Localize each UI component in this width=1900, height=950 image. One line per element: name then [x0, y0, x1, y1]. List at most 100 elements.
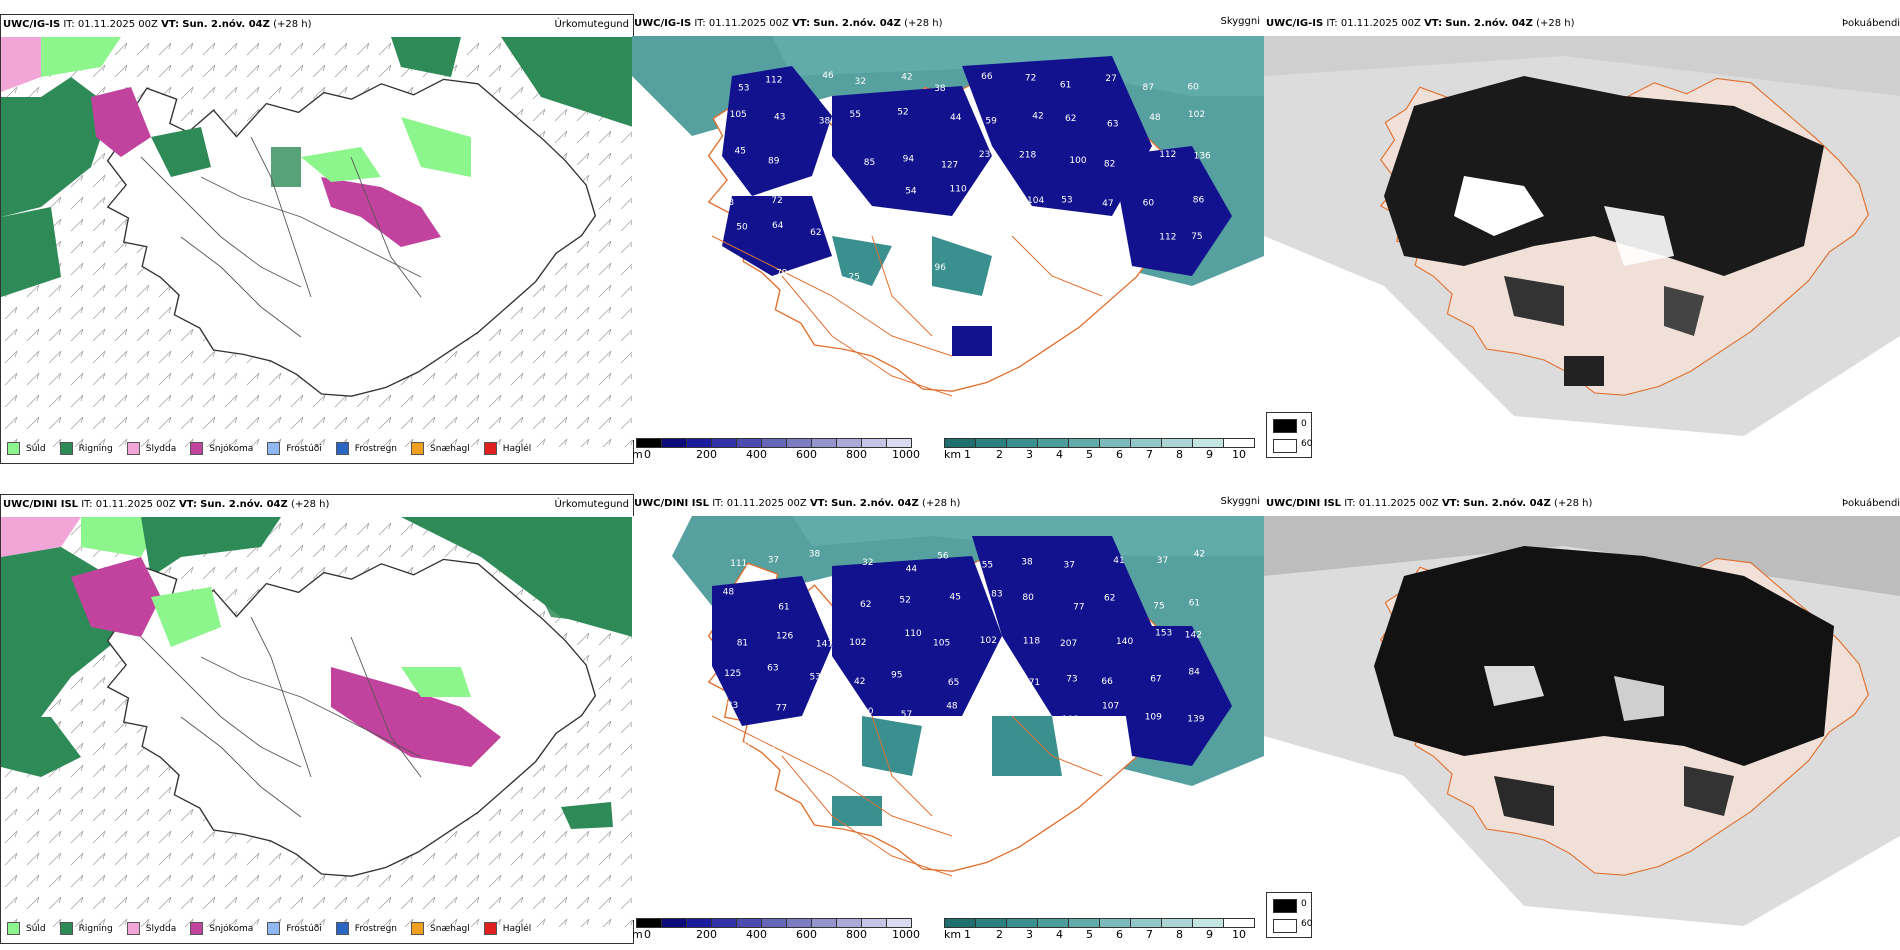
cloud-label: 108	[1062, 715, 1079, 725]
cloud-label: 64	[772, 221, 784, 231]
cloud-label: 107	[1102, 702, 1119, 712]
panel-title: Úrkomutegund	[554, 19, 629, 30]
legend-swatch-drizzle	[7, 922, 20, 935]
cloud-label: 73	[723, 198, 734, 208]
cloud-label: 83	[1026, 222, 1037, 232]
fog-panel-top: UWC/IG-IS IT: 01.11.2025 00Z VT: Sun. 2.…	[1264, 14, 1900, 462]
panel-title: Skyggni	[1220, 496, 1260, 507]
cloud-label: 96	[976, 236, 988, 246]
cloud-label: 77	[1073, 603, 1084, 613]
fog-legend-swatch-0	[1273, 419, 1297, 433]
cloud-label: 60	[862, 707, 874, 717]
panel-header: UWC/DINI ISL IT: 01.11.2025 00Z VT: Sun.…	[634, 498, 961, 509]
cloud-label: 84	[1188, 668, 1200, 678]
panel-title: Úrkomutegund	[554, 499, 629, 510]
cloud-label: 37	[768, 556, 779, 566]
precip-map	[1, 37, 633, 447]
cloud-label: 139	[1187, 715, 1204, 725]
cloud-label: 53	[1061, 196, 1072, 206]
cloud-label: 61	[1060, 81, 1071, 91]
panel-title: Þokuábendi	[1842, 498, 1900, 509]
cloud-label: 153	[1155, 628, 1172, 638]
cloud-label: 60	[1143, 199, 1155, 209]
cloud-label: 104	[810, 264, 827, 274]
cloud-label: 53	[812, 595, 823, 605]
cloud-label: 52	[897, 108, 908, 118]
cloud-label: 32	[862, 558, 873, 568]
cloud-label: 45	[735, 146, 746, 156]
cloud-label: 44	[906, 565, 918, 575]
cloud-label: 79	[893, 225, 905, 235]
cloud-label: 41	[1113, 556, 1124, 566]
cloud-label: 46	[822, 71, 834, 81]
cloud-label: 112	[1159, 150, 1176, 160]
fog-legend-swatch-60	[1273, 439, 1297, 453]
cloud-label: 112	[1159, 232, 1176, 242]
cloud-map: 111 37 38 32 44 56 55 38 37 41 37 42 48 61 53 62 52 45 83 8…	[632, 516, 1264, 920]
cloud-label: 53	[738, 84, 749, 94]
legend-swatch-sleet	[126, 442, 140, 455]
cloud-label: 23	[979, 150, 990, 160]
cloud-label: 106	[1108, 227, 1125, 237]
fog-legend-swatch-0	[1273, 899, 1297, 913]
cloud-label: 54	[905, 186, 917, 196]
cloud-label: 48	[1149, 113, 1161, 123]
cloud-label: 75	[1191, 232, 1202, 242]
cloud-label: 52	[899, 595, 910, 605]
cloud-label: 48	[946, 702, 958, 712]
cloud-label: 48	[723, 587, 735, 597]
cloud-label: 47	[1102, 199, 1113, 209]
cloud-label: 44	[950, 113, 962, 123]
fog-legend: 0 60	[1266, 892, 1312, 938]
cloud-label: 27	[1105, 74, 1116, 84]
cloud-label: 82	[1104, 160, 1115, 170]
cloud-label: 102	[849, 638, 866, 648]
visibility-ticks: km 1 2 3 4 5 6 7 8 9 10	[944, 448, 1246, 461]
cloud-map: 53 112 46 32 42 38 66 72 61 27 87 60 105 43 38 55 52 44 59…	[632, 36, 1264, 440]
cloud-label: 81	[945, 222, 956, 232]
precip-legend: Súld Rigning Slydda Snjókoma Frostúði Fr…	[7, 922, 541, 935]
cloud-label: 127	[941, 161, 958, 171]
cloud-label: 75	[1153, 601, 1164, 611]
cloud-label: 55	[850, 110, 861, 120]
cloud-label: 67	[1150, 674, 1161, 684]
cloud-label: 105	[1028, 706, 1045, 716]
cloud-label: 72	[771, 196, 782, 206]
panel-header: UWC/DINI ISL IT: 01.11.2025 00Z VT: Sun.…	[3, 499, 330, 510]
cloud-label: 43	[774, 113, 785, 123]
panel-header: UWC/IG-IS IT: 01.11.2025 00Z VT: Sun. 2.…	[3, 19, 312, 30]
cloud-label: 141	[816, 639, 833, 649]
precip-panel-top: UWC/IG-IS IT: 01.11.2025 00Z VT: Sun. 2.…	[0, 14, 634, 464]
panel-title: Skyggni	[1220, 16, 1260, 27]
cloud-label: 48	[1023, 264, 1035, 274]
visibility-colorbar	[944, 438, 1255, 448]
cloud-label: 102	[1188, 110, 1205, 120]
cloud-label: 152	[986, 193, 1003, 203]
cloud-label: 45	[991, 705, 1002, 715]
cloud-label: 50	[736, 223, 748, 233]
cloud-label: 118	[1023, 637, 1040, 647]
cloud-label: 111	[730, 559, 747, 569]
cloud-label: 85	[864, 158, 875, 168]
cloud-label: 42	[1032, 111, 1043, 121]
cloud-label: 38	[934, 84, 946, 94]
cloud-label: 77	[776, 703, 787, 713]
fog-legend: 0 60	[1266, 412, 1312, 458]
legend-swatch-freezing-drizzle	[267, 442, 281, 455]
legend-swatch-graupel	[411, 922, 425, 935]
legend-swatch-freezing-rain	[335, 922, 349, 935]
cloud-label: 38	[1021, 558, 1033, 568]
cloud-label: 59	[985, 117, 997, 127]
cloud-label: 60	[1187, 82, 1199, 92]
precip-legend: Súld Rigning Slydda Snjókoma Frostúði Fr…	[7, 442, 541, 455]
precip-panel-bottom: UWC/DINI ISL IT: 01.11.2025 00Z VT: Sun.…	[0, 494, 634, 944]
cloud-label: 89	[768, 157, 780, 167]
legend-swatch-hail	[483, 922, 497, 935]
cloud-label: 100	[1069, 156, 1086, 166]
legend-swatch-rain	[59, 442, 73, 455]
cloud-panel-bottom: UWC/DINI ISL IT: 01.11.2025 00Z VT: Sun.…	[632, 494, 1264, 942]
height-colorbar	[636, 918, 912, 928]
legend-swatch-sleet	[126, 922, 140, 935]
cloud-label: 38	[809, 549, 821, 559]
cloud-label: 38	[819, 117, 831, 127]
